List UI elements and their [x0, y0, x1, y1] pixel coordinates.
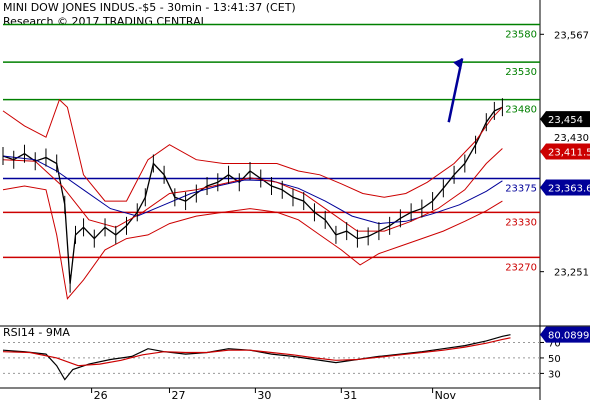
price-series	[2, 58, 503, 300]
price-tag: 23,454	[540, 111, 590, 128]
x-tick-label: 26	[94, 389, 108, 400]
series-price	[2, 106, 503, 284]
x-tick-label: 30	[257, 389, 271, 400]
rsi-title: RSI14 - 9MA	[3, 326, 70, 339]
price-tick-label: 23,430	[554, 133, 589, 144]
price-tag-label: 23,411.5	[548, 147, 590, 158]
axes: 23,567 23,251 23,430 23,454 23,411.5 23,363.6…	[91, 30, 590, 400]
x-tick-label: 31	[343, 389, 357, 400]
series-rsi	[2, 334, 511, 381]
price-tick-label: 23,251	[554, 268, 589, 279]
price-tag: 23,363.6	[540, 179, 590, 196]
series-rsi-ma	[2, 337, 511, 367]
rsi-tick-label: 30	[548, 369, 561, 380]
rsi-tick-label: 70	[548, 338, 561, 349]
rsi-value-tag-label: 80.0899	[548, 331, 589, 342]
level-label: 23530	[505, 67, 537, 78]
price-tag-bg	[540, 179, 590, 196]
level-label: 23330	[505, 217, 537, 228]
series-bb-lower	[2, 185, 503, 300]
x-tick-label: 27	[171, 389, 185, 400]
rsi-tick-label: 50	[548, 354, 561, 365]
level-label: 23580	[505, 30, 537, 41]
level-label: 23480	[505, 105, 537, 116]
chart-title: MINI DOW JONES INDUS.-$5 - 30min - 13:41…	[3, 1, 296, 14]
price-tag-bg	[540, 111, 590, 128]
x-tick-label: Nov	[435, 389, 457, 400]
price-tag-bg	[540, 143, 590, 160]
level-label: 23375	[505, 184, 537, 195]
rsi-series: 70 50 30 80.0899	[2, 326, 590, 381]
price-tick-label: 23,567	[554, 30, 589, 41]
forecast-arrow-head	[453, 58, 463, 70]
price-tag: 23,411.5	[540, 143, 590, 160]
forecast-arrow	[447, 58, 464, 123]
rsi-value-tag-bg	[540, 326, 590, 343]
rsi-value-tag: 80.0899	[540, 326, 590, 343]
series-ma-slow	[2, 148, 503, 232]
series-ma-fast	[2, 155, 503, 225]
price-tag-label: 23,454	[548, 115, 583, 126]
price-tag-label: 23,363.6	[548, 184, 590, 195]
level-label: 23270	[505, 262, 537, 273]
